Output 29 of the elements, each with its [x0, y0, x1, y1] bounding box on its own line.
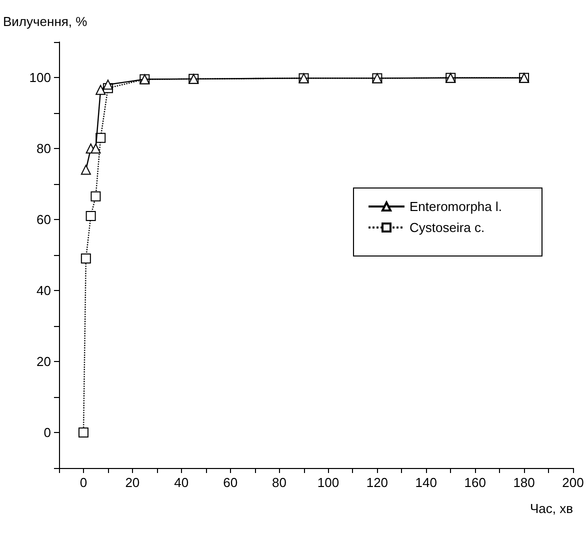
point: [86, 210, 96, 221]
y-tick-label: 80: [36, 141, 51, 156]
point: [102, 80, 113, 90]
legend-label: Enteromorpha l.: [410, 199, 502, 214]
x-tick-label: 180: [513, 475, 535, 490]
x-tick-label: 200: [562, 475, 584, 490]
x-tick-label: 160: [464, 475, 486, 490]
x-tick-label: 60: [223, 475, 238, 490]
x-tick-label: 100: [317, 475, 340, 490]
x-tick-label: 20: [125, 475, 140, 490]
point: [90, 191, 101, 202]
legend-label: Cystoseira c.: [410, 220, 485, 235]
y-tick-label: 100: [29, 70, 51, 85]
y-tick-label: 60: [36, 212, 51, 227]
x-tick-label: 40: [174, 475, 189, 490]
x-tick-label: 80: [272, 475, 287, 490]
point: [90, 144, 101, 154]
point: [80, 164, 91, 175]
x-tick-label: 120: [366, 475, 388, 490]
x-tick-label: 140: [415, 475, 437, 490]
x-tick-label: 0: [80, 475, 88, 490]
y-axis-title: Вилучення, %: [3, 14, 88, 29]
point: [78, 428, 88, 438]
y-tick-label: 40: [36, 283, 51, 298]
y-tick-label: 20: [36, 354, 51, 369]
point: [96, 84, 106, 95]
point: [80, 254, 91, 264]
x-axis-title: Час, хв: [530, 501, 574, 516]
y-tick-label: 0: [44, 425, 51, 440]
